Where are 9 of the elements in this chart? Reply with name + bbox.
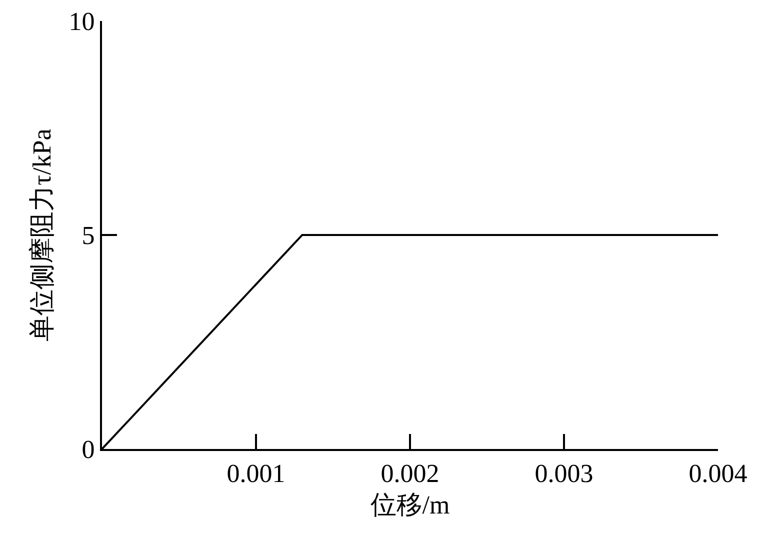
y-tick-label: 0: [82, 435, 95, 464]
x-tick-label: 0.001: [226, 459, 286, 488]
y-axis-title: 单位侧摩阻力τ/kPa: [28, 128, 57, 342]
y-tick-label: 5: [82, 221, 95, 250]
y-tick-label: 10: [68, 7, 95, 36]
x-tick-label: 0.004: [688, 459, 748, 488]
x-axis-title: 位移/m: [370, 490, 450, 520]
x-tick-label: 0.003: [534, 459, 594, 488]
x-tick-label: 0.002: [380, 459, 440, 488]
